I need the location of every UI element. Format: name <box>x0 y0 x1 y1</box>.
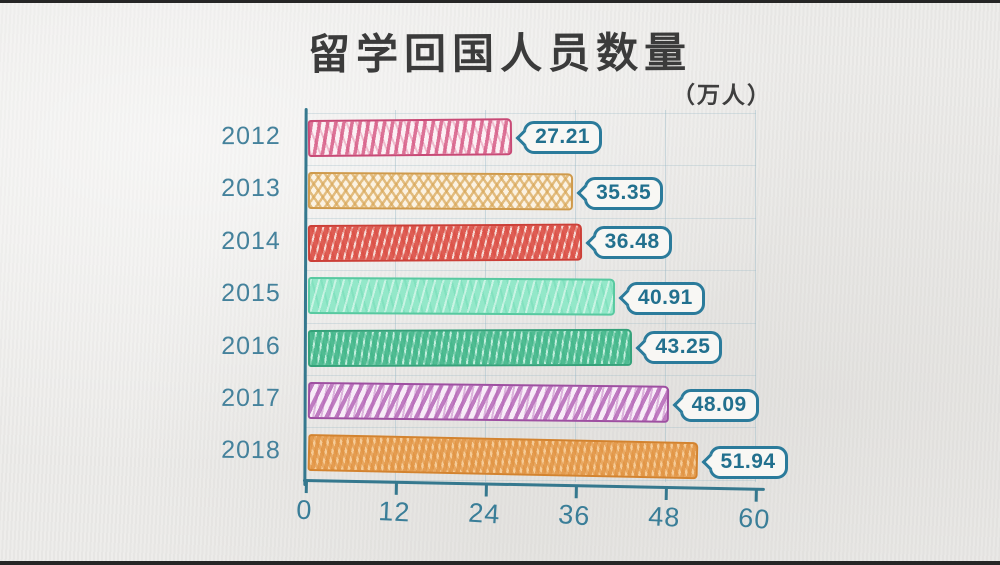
y-axis-category-label: 2017 <box>221 383 281 413</box>
x-axis: 0 12 24 36 48 60 <box>296 479 772 548</box>
chart-row: 2015 40.91 <box>221 270 765 322</box>
value-callout: 43.25 <box>643 331 723 365</box>
bottom-letterbox-strip <box>0 561 1000 565</box>
y-axis-category-label: 2015 <box>221 279 281 308</box>
y-axis-category-label: 2018 <box>221 436 281 465</box>
chart-row: 2013 35.35 <box>221 165 765 217</box>
gridline-horizontal <box>306 427 756 429</box>
gridline-horizontal <box>306 375 756 376</box>
x-axis-tick <box>574 486 578 499</box>
x-axis-tick <box>664 487 668 500</box>
x-axis-tick-label: 24 <box>467 497 502 530</box>
x-axis-tick-label: 36 <box>557 499 592 532</box>
axis-unit-label: （万人） <box>671 81 773 109</box>
x-axis-tick-label: 12 <box>377 496 412 528</box>
value-callout: 35.35 <box>584 176 664 210</box>
x-axis-tick <box>394 482 398 495</box>
x-axis-tick <box>484 484 488 497</box>
value-callout: 48.09 <box>679 388 759 422</box>
value-callout: 36.48 <box>592 226 672 260</box>
y-axis-category-label: 2016 <box>221 331 281 360</box>
x-axis-tick-label: 60 <box>737 502 772 535</box>
x-axis-tick <box>304 481 308 494</box>
gridline-horizontal <box>306 165 756 167</box>
bar-2012 <box>307 118 513 157</box>
value-callout: 40.91 <box>625 281 705 315</box>
value-callout: 51.94 <box>708 445 788 479</box>
chart-row: 2017 48.09 <box>221 375 765 427</box>
bar-2016 <box>307 328 633 367</box>
bar-2014 <box>307 223 582 262</box>
bar-2013 <box>307 172 574 211</box>
y-axis-category-label: 2014 <box>221 226 281 255</box>
x-axis-tick <box>754 489 758 502</box>
gridline-horizontal <box>306 217 756 219</box>
chart-row: 2012 27.21 <box>221 113 765 165</box>
gridline-horizontal <box>306 322 756 324</box>
chart-row: 2016 43.25 <box>221 323 765 375</box>
y-axis-category-label: 2013 <box>221 174 281 203</box>
bar-2018 <box>307 434 698 480</box>
top-letterbox-strip <box>0 0 1000 3</box>
gridline-horizontal <box>306 270 756 272</box>
gridline-horizontal <box>306 479 756 481</box>
plot-area: 2012 27.21 2013 35.35 2014 36.48 2015 40.91 2016… <box>221 107 788 535</box>
gridline-horizontal <box>306 113 756 114</box>
bar-2015 <box>307 277 615 316</box>
y-axis-category-label: 2012 <box>221 121 281 151</box>
bar-2017 <box>307 382 669 423</box>
gridline-vertical <box>755 110 756 482</box>
x-axis-tick-label: 48 <box>647 501 682 533</box>
value-callout: 27.21 <box>523 121 603 155</box>
chart-row: 2014 36.48 <box>221 218 765 270</box>
chart-title: 留学回国人员数量 <box>307 28 693 79</box>
x-axis-tick-label: 0 <box>295 494 313 526</box>
chart-row: 2018 51.94 <box>221 427 788 480</box>
